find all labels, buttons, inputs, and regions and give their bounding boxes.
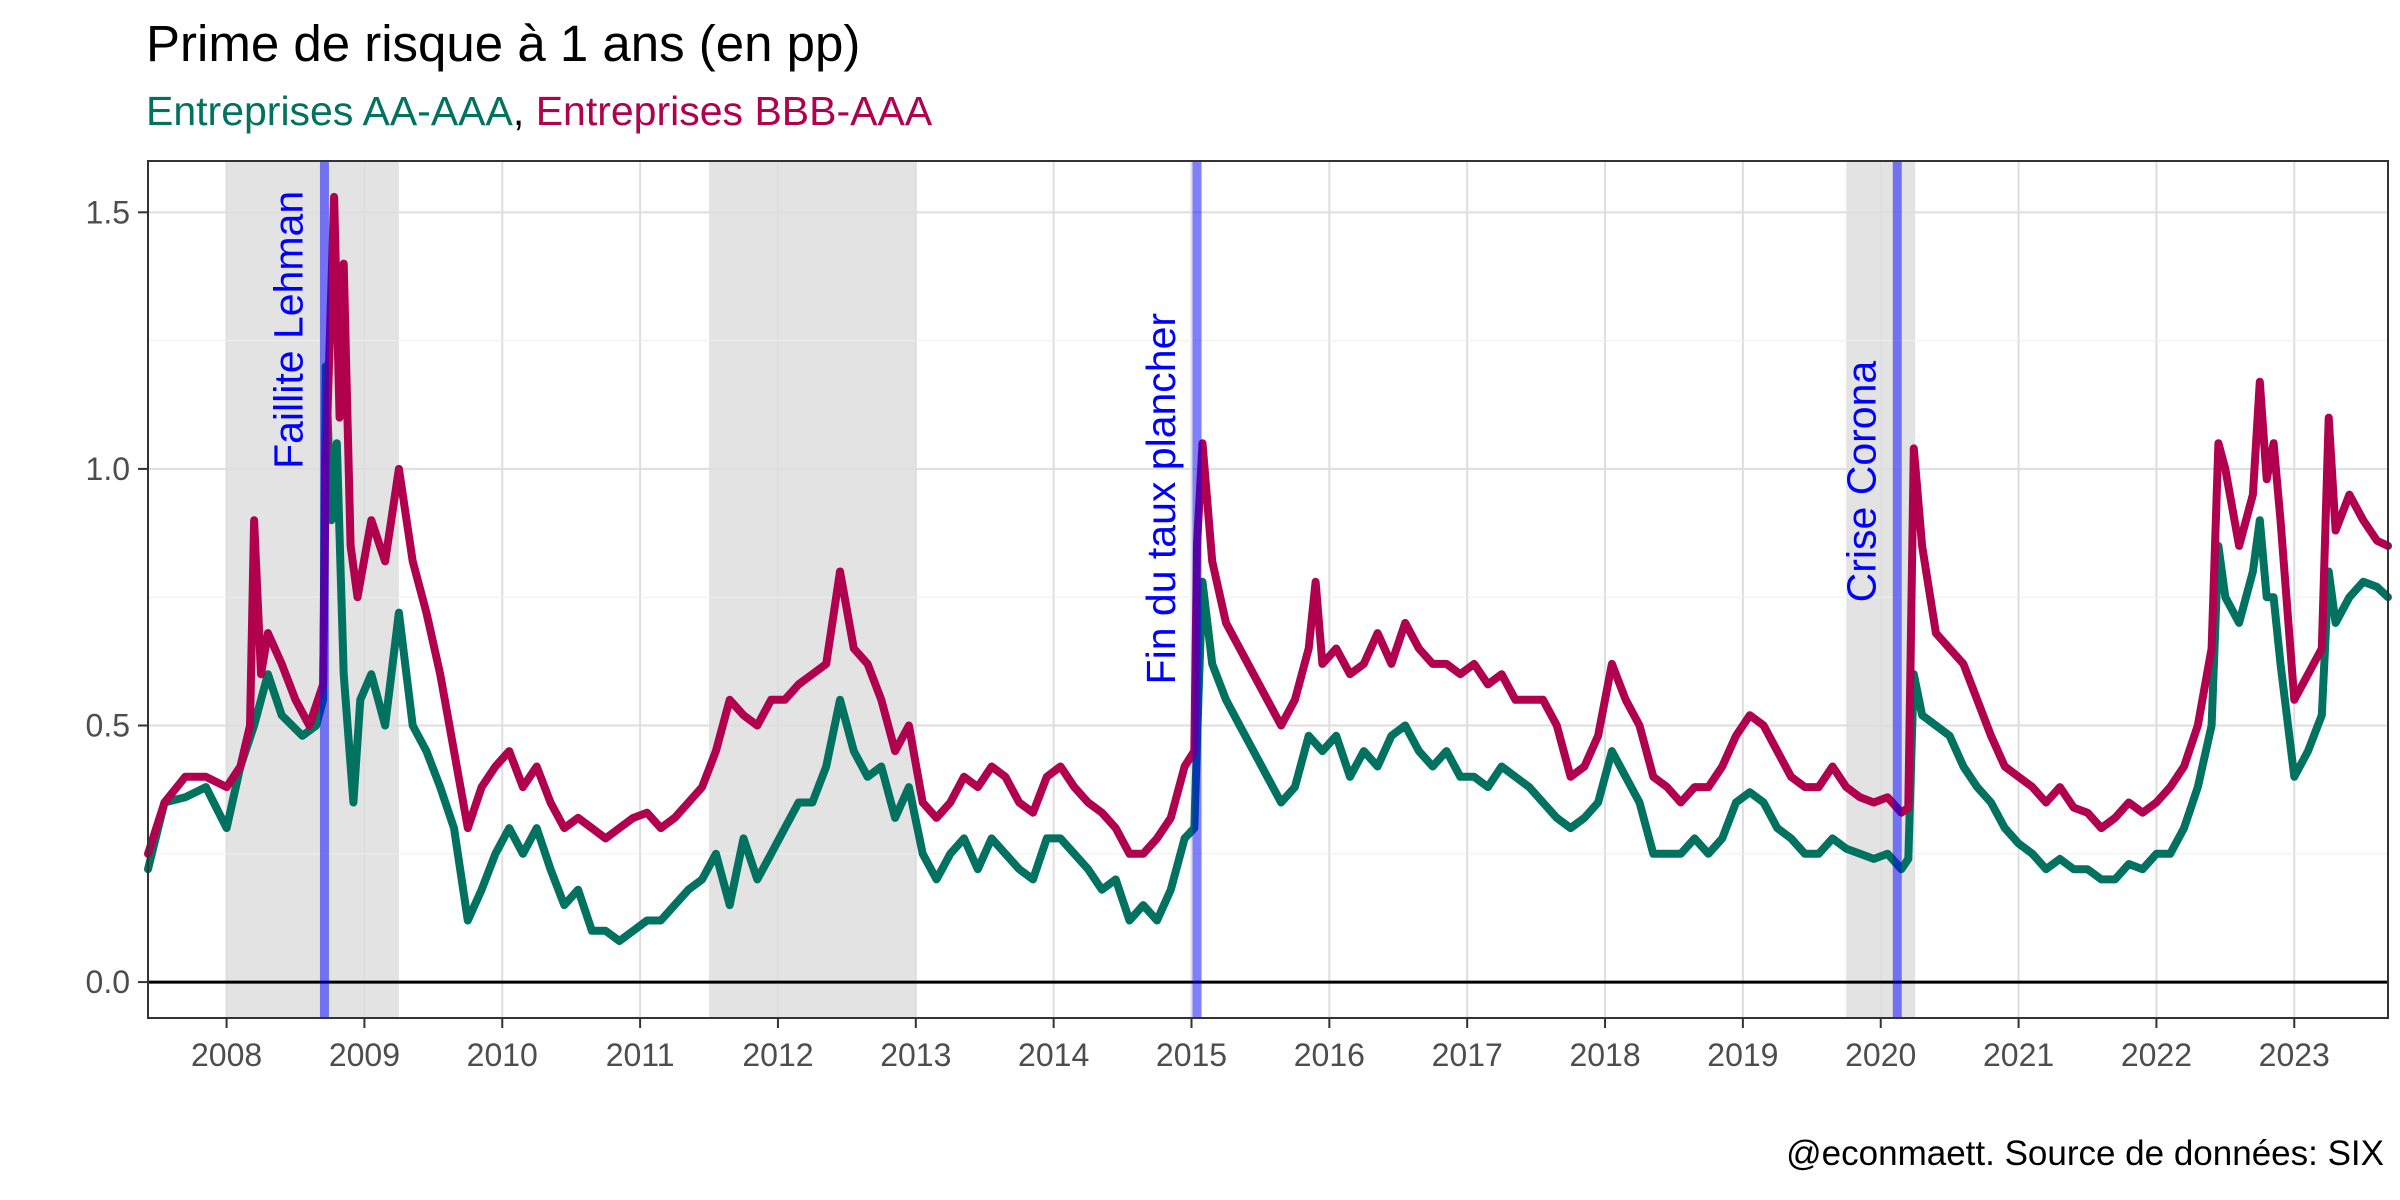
y-tick-label: 1.5 <box>86 194 130 230</box>
subtitle-separator: , <box>512 88 536 134</box>
x-tick-label: 2016 <box>1294 1037 1365 1073</box>
event-markers: Faillite Lehman Fin du taux plancher Crise… <box>265 161 1902 1018</box>
chart-subtitle: Entreprises AA-AAA, Entreprises BBB-AAA <box>146 88 932 135</box>
x-tick-label: 2015 <box>1156 1037 1227 1073</box>
chart-title: Prime de risque à 1 ans (en pp) <box>146 15 861 72</box>
chart-caption: @econmaett. Source de données: SIX <box>1786 1134 2384 1173</box>
x-axis: 2008 2009 2010 2011 2012 2013 2014 2015 2016 2017… <box>191 1018 2330 1073</box>
series-lines <box>144 192 2392 945</box>
x-tick-label: 2009 <box>329 1037 400 1073</box>
subtitle-series-aa: Entreprises AA-AAA <box>146 88 513 134</box>
recession-band <box>709 161 916 1018</box>
panel-border <box>147 160 2389 1019</box>
x-tick-label: 2021 <box>1983 1037 2054 1073</box>
x-tick-label: 2008 <box>191 1037 262 1073</box>
x-tick-label: 2022 <box>2121 1037 2192 1073</box>
x-tick-label: 2012 <box>742 1037 813 1073</box>
y-tick-label: 0.5 <box>86 707 130 743</box>
event-label: Crise Corona <box>1838 361 1884 603</box>
x-tick-label: 2010 <box>467 1037 538 1073</box>
subtitle-series-bbb: Entreprises BBB-AAA <box>535 88 933 134</box>
event-label: Fin du taux plancher <box>1138 313 1184 685</box>
x-tick-label: 2011 <box>606 1037 675 1073</box>
y-axis: 0.0 0.5 1.0 1.5 <box>86 194 148 1000</box>
x-tick-label: 2019 <box>1707 1037 1778 1073</box>
y-tick-label: 0.0 <box>86 964 130 1000</box>
grid-lines <box>148 161 2388 1018</box>
x-tick-label: 2023 <box>2259 1037 2330 1073</box>
x-tick-label: 2018 <box>1569 1037 1640 1073</box>
x-tick-label: 2014 <box>1018 1037 1089 1073</box>
series-line-aa-aaa <box>144 362 2392 945</box>
event-label: Faillite Lehman <box>265 191 311 469</box>
x-tick-label: 2013 <box>880 1037 951 1073</box>
y-tick-label: 1.0 <box>86 451 130 487</box>
x-tick-label: 2017 <box>1432 1037 1503 1073</box>
x-tick-label: 2020 <box>1845 1037 1916 1073</box>
series-line-bbb-aaa <box>144 192 2392 858</box>
